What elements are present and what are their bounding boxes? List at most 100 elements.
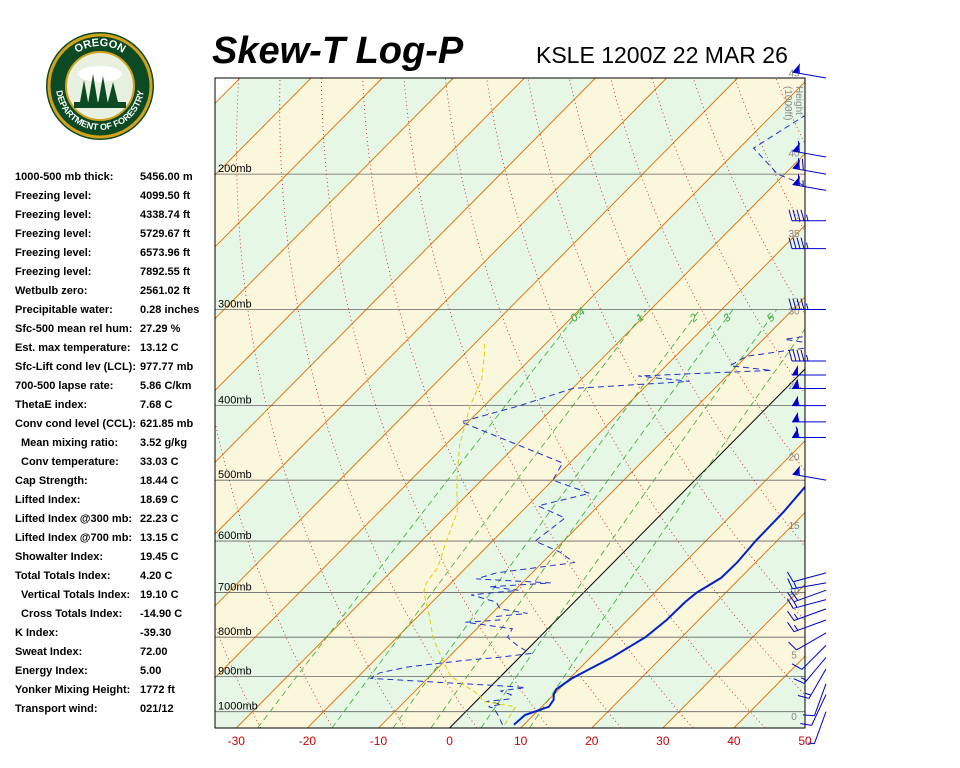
wind-barb: [792, 411, 826, 423]
height-label: 5: [791, 651, 797, 662]
index-value: 7.68 C: [140, 399, 173, 411]
mixing-ratio-line: [257, 309, 581, 728]
isotherm-line: [378, 296, 805, 728]
index-row: K Index: -39.30: [15, 624, 220, 643]
dry-adiabat: [403, 78, 694, 728]
index-value: 021/12: [140, 703, 174, 715]
index-row: Transport wind: 021/12: [15, 700, 220, 719]
index-value: 7892.55 ft: [140, 266, 191, 278]
index-value: 1772 ft: [140, 684, 175, 696]
index-row: Cross Totals Index: -14.90 C: [15, 605, 220, 624]
dry-adiabat: [236, 78, 406, 728]
plot-frame: [214, 77, 806, 729]
pressure-label: 300mb: [218, 299, 252, 311]
index-row: Lifted Index @300 mb: 22.23 C: [15, 510, 220, 529]
index-value: 27.29 %: [140, 323, 181, 335]
isotherm-band: [215, 78, 805, 678]
pressure-label: 200mb: [218, 163, 252, 175]
isotherm-line: [215, 78, 596, 464]
height-label: 20: [788, 452, 800, 463]
height-label: 35: [788, 229, 800, 240]
wind-barb: [792, 365, 826, 376]
index-row: Freezing level: 4338.74 ft: [15, 206, 220, 225]
index-label: Cross Totals Index:: [21, 608, 123, 620]
index-row: Showalter Index: 19.45 C: [15, 548, 220, 567]
index-value: 0.28 inches: [140, 304, 200, 316]
isotherm-line: [215, 78, 525, 392]
index-label: Est. max temperature:: [15, 342, 131, 354]
wind-barb: [787, 578, 827, 590]
wind-barb: [792, 395, 826, 407]
wind-barb: [788, 349, 826, 362]
wind-barb: [786, 571, 827, 583]
isotherm-line: [520, 440, 805, 728]
index-value: 18.44 C: [140, 475, 179, 487]
index-label: Showalter Index:: [15, 551, 104, 563]
isotherm-line: [215, 78, 454, 320]
index-label: Conv temperature:: [21, 456, 119, 468]
station-datetime: KSLE 1200Z 22 MAR 26: [536, 42, 788, 68]
temperature-tick-label: 30: [656, 734, 670, 748]
index-value: 72.00: [140, 646, 168, 658]
index-label: K Index:: [15, 627, 59, 639]
isotherm-line: [804, 727, 805, 728]
wind-barb: [797, 668, 827, 699]
wind-barb: [788, 632, 827, 651]
height-label: 0: [791, 712, 797, 723]
temperature-tick-label: -30: [228, 734, 246, 748]
index-label: Precipitable water:: [15, 304, 113, 316]
index-value: 5.86 C/km: [140, 380, 192, 392]
wind-barb: [792, 426, 826, 438]
dry-adiabat: [651, 78, 805, 395]
index-label: ThetaE index:: [15, 399, 88, 411]
dewpoint-profile: [369, 78, 805, 726]
index-label: Wetbulb zero:: [15, 285, 88, 297]
index-label: Sweat Index:: [15, 646, 83, 658]
height-axis-title: (1000ft): [782, 86, 793, 120]
plot-area: 0.4 1 2 3 5 8: [97, 78, 805, 728]
isotherm-line: [215, 81, 805, 679]
wind-barb: [791, 645, 827, 670]
wind-barb: [802, 683, 827, 717]
temperature-tick-label: 20: [585, 734, 599, 748]
index-value: -14.90 C: [140, 608, 183, 620]
pressure-label: 400mb: [218, 395, 252, 407]
index-value: 19.10 C: [140, 589, 179, 601]
pressure-label: 700mb: [218, 582, 252, 594]
dry-adiabat: [97, 78, 189, 728]
pressure-label: 1000mb: [218, 701, 258, 713]
isotherm-line: [307, 224, 805, 728]
index-value: 19.45 C: [140, 551, 179, 563]
index-row: Wetbulb zero: 2561.02 ft: [15, 282, 220, 301]
index-value: 13.12 C: [140, 342, 179, 354]
index-label: Freezing level:: [15, 209, 92, 221]
wind-barb: [787, 619, 827, 633]
index-row: Est. max temperature: 13.12 C: [15, 339, 220, 358]
dry-adiabat: [568, 78, 805, 547]
wind-barb: [787, 589, 827, 603]
index-label: 1000-500 mb thick:: [15, 171, 114, 183]
temperature-tick-label: 0: [446, 734, 453, 748]
index-row: Freezing level: 4099.50 ft: [15, 187, 220, 206]
isotherm-line: [591, 511, 805, 728]
index-label: Total Totals Index:: [15, 570, 111, 582]
index-value: -39.30: [140, 627, 172, 639]
index-row: Sfc-Lift cond lev (LCL): 977.77 mb: [15, 358, 220, 377]
index-row: 1000-500 mb thick: 5456.00 m: [15, 168, 220, 187]
mixing-ratio-line: [430, 309, 734, 728]
index-label: Energy Index:: [15, 665, 88, 677]
mixing-ratio-line: [529, 328, 805, 728]
wind-barb: [792, 174, 827, 191]
index-row: Sfc-500 mean rel hum: 27.29 %: [15, 320, 220, 339]
dry-adiabat: [320, 78, 550, 728]
svg-text:OREGON: OREGON: [73, 37, 128, 56]
index-value: 33.03 C: [140, 456, 179, 468]
wind-barb: [792, 465, 827, 481]
index-label: 700-500 lapse rate:: [15, 380, 114, 392]
index-label: Sfc-Lift cond lev (LCL):: [15, 361, 136, 373]
wind-barb: [800, 694, 827, 726]
index-row: Sweat Index: 72.00: [15, 643, 220, 662]
wind-barb: [792, 63, 827, 79]
zero-isotherm: [449, 368, 805, 728]
